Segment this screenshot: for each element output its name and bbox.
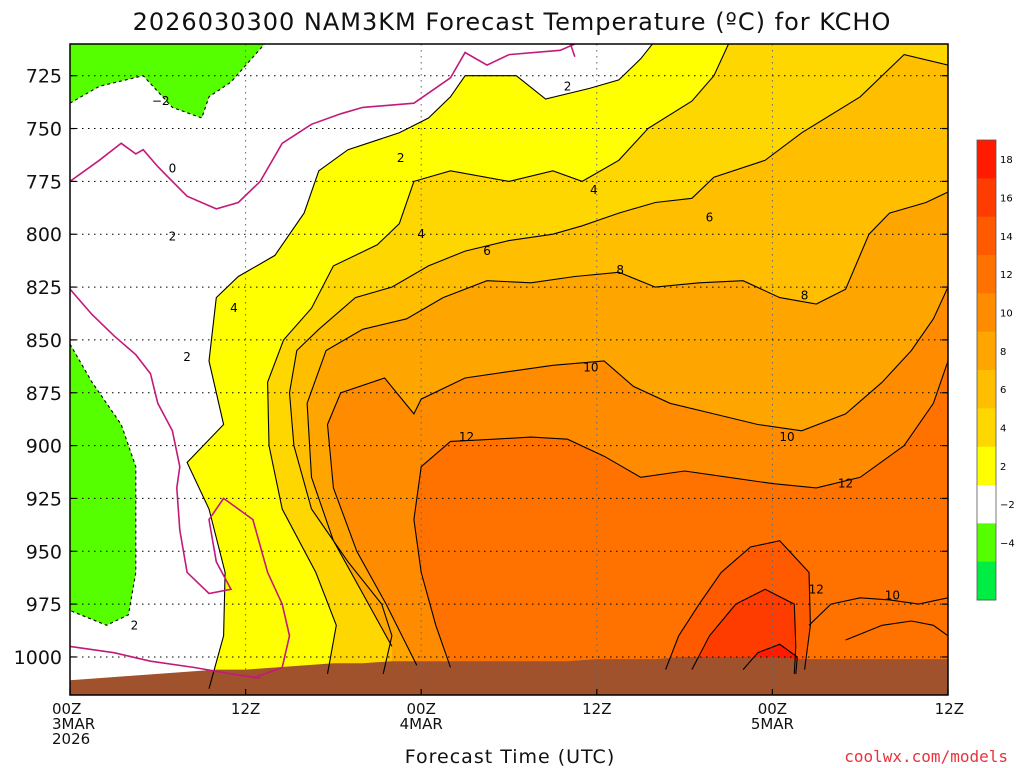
contour-line-9 — [808, 597, 948, 626]
y-tick-label-800: 800 — [26, 224, 62, 246]
x-tick-label-24-1: 4MAR — [400, 715, 443, 733]
contour-line-3 — [306, 191, 948, 647]
terrain-fill — [70, 657, 948, 695]
temperature-band-5 — [413, 361, 948, 695]
x-tick-label-48-1: 5MAR — [751, 715, 794, 733]
x-axis-label: Forecast Time (UTC) — [405, 746, 615, 768]
colorbar-label-7: 4 — [1000, 424, 1006, 435]
contour-line-7 — [691, 588, 797, 674]
temperature-band-9 — [70, 44, 265, 118]
contour-line-10 — [845, 620, 948, 641]
credit-text: coolwx.com/models — [844, 747, 1008, 766]
colorbar-swatch-3 — [977, 255, 996, 294]
contour-line-8 — [742, 643, 798, 674]
contour-line-6 — [665, 540, 811, 670]
y-tick-label-875: 875 — [26, 383, 62, 405]
colorbar-frame — [976, 139, 997, 601]
contour-label-14: 10 — [583, 360, 598, 374]
x-tick-label-24-0: 00Z — [407, 700, 436, 718]
contour-label-15: 10 — [779, 430, 794, 444]
colorbar-label-4: 10 — [1000, 309, 1013, 320]
colorbar-label-10: −4 — [1000, 539, 1015, 550]
y-tick-label-975: 975 — [26, 594, 62, 616]
contour-label-17: 12 — [459, 430, 474, 444]
contour-label-13: 8 — [801, 289, 809, 303]
y-tick-label-900: 900 — [26, 436, 62, 458]
contour-line-5 — [413, 360, 948, 668]
colorbar: 18 16 14 12 10 8 6 4 2 −2 −4 — [976, 139, 1015, 601]
x-tick-label-0-0: 00Z — [52, 700, 81, 718]
chart-title: 2026030300 NAM3KM Forecast Temperature (… — [133, 8, 892, 36]
contour-label-18: 12 — [838, 477, 853, 491]
plot-frame — [69, 43, 949, 696]
x-tick-label-12-0: 12Z — [231, 700, 260, 718]
contour-label-2: 2 — [564, 79, 572, 93]
colorbar-swatch-7 — [977, 408, 996, 448]
contour-label-9: 4 — [230, 301, 238, 315]
contour-label-layer: −2 0 2 2 2 2 2 4 4 4 6 6 8 8 10 10 10 12 12 12 — [131, 79, 900, 632]
colorbar-swatch-11 — [977, 561, 996, 601]
colorbar-label-2: 14 — [1000, 232, 1013, 243]
contour-label-6: 2 — [131, 618, 139, 632]
contour-label-1: 0 — [169, 162, 177, 176]
freezing-contour-3 — [569, 44, 576, 57]
x-tick-label-60-0: 12Z — [935, 700, 964, 718]
temperature-band-10 — [70, 344, 136, 626]
x-tick-label-36-0: 12Z — [582, 700, 611, 718]
y-axis: 725 750 775 800 825 850 875 900 925 950 975 1000 — [14, 66, 948, 669]
temperature-fill-layer — [70, 44, 948, 695]
contour-label-16: 10 — [885, 589, 900, 603]
colorbar-label-1: 16 — [1000, 194, 1013, 205]
contour-line-1 — [267, 44, 729, 674]
y-tick-label-950: 950 — [26, 541, 62, 563]
contour-layer — [70, 44, 948, 689]
colorbar-swatch-8 — [977, 446, 996, 486]
colorbar-swatch-6 — [977, 370, 996, 409]
colorbar-label-0: 18 — [1000, 155, 1013, 166]
freezing-contour-1 — [70, 288, 291, 679]
y-tick-label-775: 775 — [26, 171, 62, 193]
x-tick-label-48-0: 00Z — [758, 700, 787, 718]
colorbar-label-5: 8 — [1000, 347, 1006, 358]
contour-label-19: 12 — [809, 582, 824, 596]
colorbar-swatch-4 — [977, 293, 996, 333]
contour-label-3: 2 — [397, 151, 405, 165]
colorbar-label-8: 2 — [1000, 462, 1006, 473]
contour-label-0: −2 — [152, 94, 170, 108]
y-tick-label-925: 925 — [26, 488, 62, 510]
colorbar-label-3: 12 — [1000, 270, 1013, 281]
contour-label-12: 8 — [616, 263, 624, 277]
contour-line-2 — [288, 53, 948, 675]
dashed-contour-1 — [70, 343, 137, 626]
contour-label-10: 6 — [706, 210, 714, 224]
contour-line-0 — [186, 44, 653, 689]
y-tick-label-850: 850 — [26, 330, 62, 352]
colorbar-swatch-9 — [977, 485, 996, 524]
colorbar-swatch-5 — [977, 331, 996, 371]
y-tick-label-725: 725 — [26, 66, 62, 88]
y-tick-label-1000: 1000 — [14, 647, 62, 669]
x-tick-label-0-2: 2026 — [52, 730, 90, 748]
y-tick-label-750: 750 — [26, 119, 62, 141]
colorbar-swatch-2 — [977, 216, 996, 256]
colorbar-swatch-0 — [977, 140, 996, 179]
contour-label-5: 2 — [183, 350, 191, 364]
colorbar-swatch-1 — [977, 178, 996, 218]
terrain-layer — [70, 657, 948, 695]
y-tick-label-825: 825 — [26, 277, 62, 299]
freezing-contour-2 — [70, 645, 261, 679]
contour-line-4 — [326, 286, 948, 666]
colorbar-swatch-10 — [977, 523, 996, 563]
freezing-contour-0 — [70, 44, 576, 210]
contour-label-4: 2 — [169, 229, 177, 243]
contour-label-7: 4 — [590, 183, 598, 197]
x-tick-label-0-1: 3MAR — [52, 715, 95, 733]
colorbar-label-6: 6 — [1000, 385, 1006, 396]
contour-label-11: 6 — [483, 244, 491, 258]
contour-label-8: 4 — [417, 227, 425, 241]
colorbar-label-9: −2 — [1000, 500, 1015, 511]
